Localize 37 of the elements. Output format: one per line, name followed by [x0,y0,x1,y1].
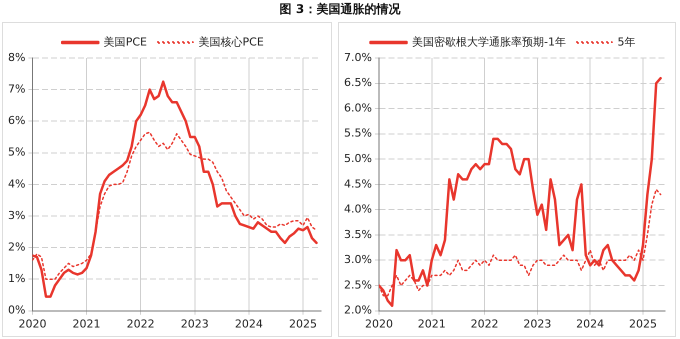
legend-label: 美国核心PCE [198,35,264,48]
x-tick-label: 2022 [470,317,499,330]
y-tick-label: 3% [8,208,26,222]
chart-title: 图 3：美国通胀的情况 [278,1,402,18]
y-tick-label: 1% [8,272,26,286]
x-tick-label: 2022 [126,317,155,330]
y-tick-label: 2.5% [344,278,372,292]
y-tick-label: 3.5% [344,228,372,241]
x-tick-label: 2024 [234,317,263,330]
y-tick-label: 5.5% [344,126,372,140]
y-tick-label: 4.0% [344,202,372,216]
x-tick-label: 2024 [576,317,604,330]
legend-label: 美国密歇根大学通胀率预期-1年 [412,35,566,48]
y-tick-label: 7.0% [344,50,372,64]
legend-label: 美国PCE [104,35,148,48]
x-tick-label: 2025 [288,317,317,330]
y-tick-label: 6.0% [344,101,372,114]
y-tick-label: 7% [8,82,26,96]
y-tick-label: 0% [8,304,26,317]
x-tick-label: 2023 [180,317,209,330]
x-tick-label: 2023 [523,317,552,330]
y-tick-label: 6% [8,114,26,128]
legend-label: 5年 [617,35,636,48]
x-tick-label: 2021 [72,317,101,330]
y-tick-label: 2% [8,240,26,254]
x-tick-label: 2021 [418,317,446,330]
y-tick-label: 5% [8,146,26,159]
x-tick-label: 2020 [18,317,46,330]
y-tick-label: 5.0% [344,152,372,165]
x-tick-label: 2025 [628,317,657,330]
y-tick-label: 4% [8,177,26,190]
x-tick-label: 2020 [364,317,393,330]
y-tick-label: 6.5% [344,76,372,90]
y-tick-label: 8% [8,50,26,64]
y-tick-label: 4.5% [344,177,372,190]
y-tick-label: 3.0% [344,253,372,266]
y-tick-label: 2.0% [344,304,372,317]
